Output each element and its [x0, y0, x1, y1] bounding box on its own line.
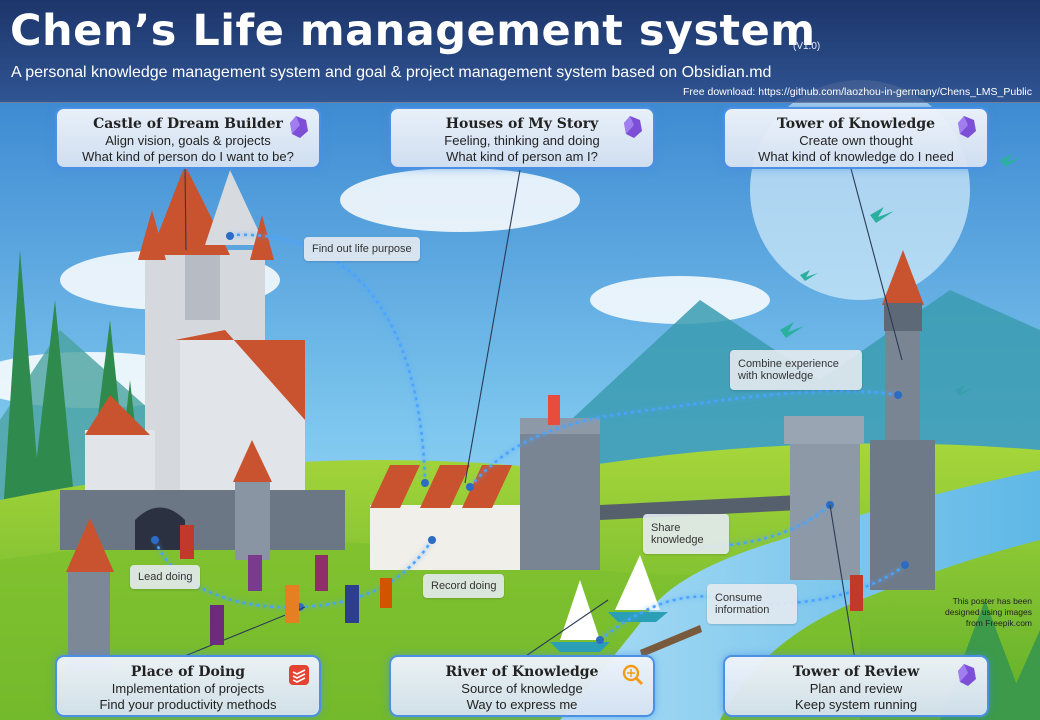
bridge: [600, 495, 800, 520]
card-line: What kind of knowledge do I need: [758, 149, 954, 164]
card-title: River of Knowledge: [445, 664, 599, 680]
castle-dream-builder: [60, 165, 345, 670]
flow-label-find-life-purpose: Find out life purpose: [304, 237, 420, 261]
card-castle-of-dream-builder: Castle of Dream Builder Align vision, go…: [55, 107, 321, 169]
villagers: [180, 395, 863, 645]
card-place-of-doing: Place of Doing Implementation of project…: [55, 655, 321, 717]
card-line: Way to express me: [466, 697, 578, 712]
flow-label-text: Consume: [715, 592, 763, 604]
card-line: Find your productivity methods: [99, 697, 277, 712]
card-houses-of-my-story: Houses of My Story Feeling, thinking and…: [389, 107, 655, 169]
flow-label-text: Lead doing: [138, 571, 193, 583]
flow-label-text: Combine experience: [738, 358, 839, 370]
card-title: Place of Doing: [130, 664, 246, 680]
card-title: Castle of Dream Builder: [93, 116, 283, 132]
card-title: Houses of My Story: [445, 116, 599, 132]
tower-of-review: [784, 416, 864, 580]
freepik-credit: This poster has been designed using imag…: [932, 596, 1032, 629]
flow-nodes: [151, 232, 909, 644]
flow-label-share-knowledge: Share knowledge: [643, 514, 729, 554]
credit-line: This poster has been: [952, 596, 1032, 606]
todoist-icon: [289, 665, 309, 685]
callout-lines: [174, 164, 903, 661]
pier: [640, 625, 702, 657]
flow-label-text: information: [715, 604, 770, 616]
card-title: Tower of Review: [792, 664, 920, 680]
feed-search-icon: [622, 664, 644, 686]
card-line: What kind of person do I want to be?: [82, 149, 294, 164]
flow-label-lead-doing: Lead doing: [130, 565, 201, 589]
credit-line: designed using images: [945, 607, 1032, 617]
card-title: Tower of Knowledge: [776, 116, 936, 132]
card-line: Source of knowledge: [461, 681, 583, 696]
flow-label-record-doing: Record doing: [423, 574, 505, 598]
card-river-of-knowledge: River of Knowledge Source of knowledge W…: [389, 655, 655, 717]
card-line: Align vision, goals & projects: [105, 133, 271, 148]
card-line: Plan and review: [809, 681, 903, 696]
flow-label-consume-information: Consume information: [707, 584, 797, 624]
card-line: Feeling, thinking and doing: [444, 133, 600, 148]
sailboats: [550, 555, 668, 652]
version-label: (V1.0): [793, 41, 821, 52]
poster-subtitle: A personal knowledge management system a…: [11, 64, 772, 81]
credit-line: from Freepik.com: [965, 618, 1032, 628]
flow-label-text: Find out life purpose: [312, 243, 412, 255]
card-tower-of-knowledge: Tower of Knowledge Create own thought Wh…: [723, 107, 989, 169]
card-line: Implementation of projects: [111, 681, 265, 696]
flow-label-text: with knowledge: [738, 370, 814, 382]
tower-of-knowledge: [870, 250, 935, 590]
obsidian-icon: [290, 116, 308, 138]
flow-label-text: Share: [651, 522, 681, 534]
poster-title: Chen’s Life management system: [10, 6, 816, 56]
obsidian-icon: [958, 116, 976, 138]
flow-label-combine-experience: Combine experience with knowledge: [730, 350, 862, 390]
flow-label-text: Record doing: [431, 580, 497, 592]
card-line: Keep system running: [794, 697, 918, 712]
card-line: What kind of person am I?: [446, 149, 598, 164]
download-link[interactable]: Free download: https://github.com/laozho…: [682, 86, 1032, 98]
header-banner: Chen’s Life management system (V1.0) A p…: [0, 0, 1040, 103]
obsidian-icon: [624, 116, 642, 138]
flow-label-text: knowledge: [651, 534, 704, 546]
obsidian-icon: [958, 664, 976, 686]
card-line: Create own thought: [799, 133, 913, 148]
card-tower-of-review: Tower of Review Plan and review Keep sys…: [723, 655, 989, 717]
houses-of-my-story: [370, 418, 600, 570]
